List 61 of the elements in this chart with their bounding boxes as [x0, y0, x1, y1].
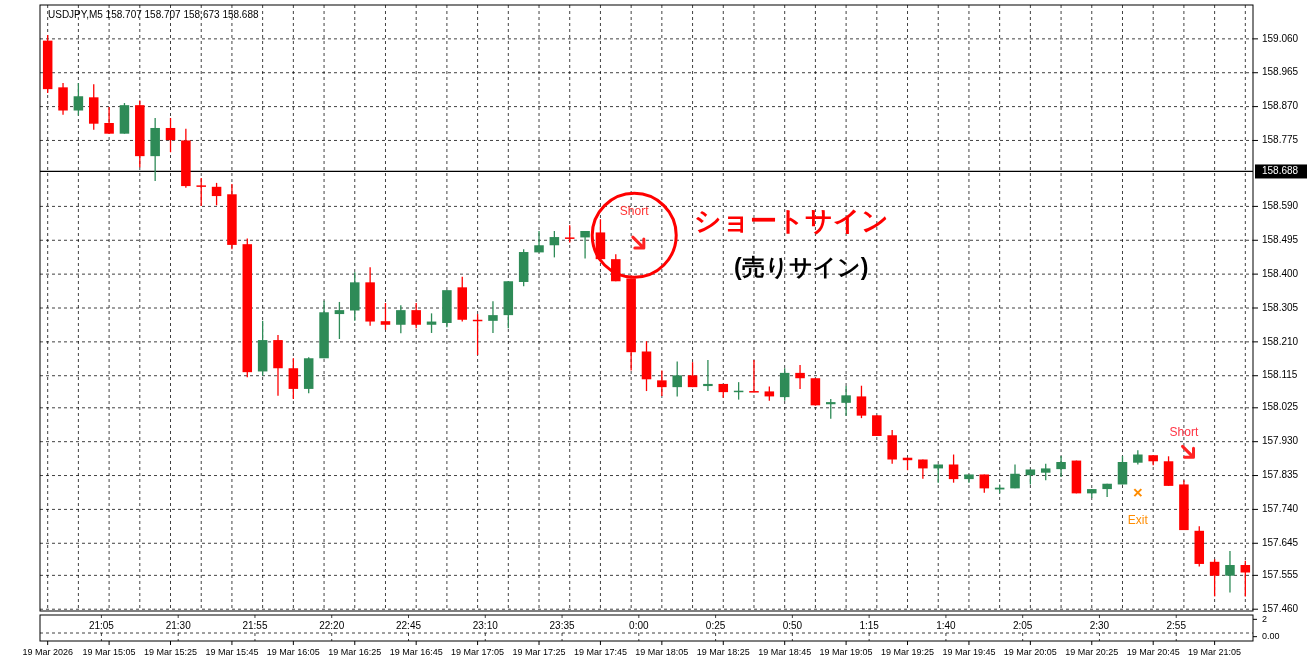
y-tick-label: 158.305 [1262, 301, 1299, 313]
x-tick-label: 2:30 [1089, 619, 1110, 631]
chart-title: USDJPY,M5 158.707 158.707 158.673 158.688 [48, 8, 259, 20]
y-tick-label: 0.00 [1262, 631, 1280, 642]
x-tick-label: 19 Mar 17:05 [451, 647, 505, 658]
y-tick-label: 158.775 [1262, 134, 1299, 146]
y-tick-label: 158.590 [1262, 200, 1299, 212]
x-tick-label: 19 Mar 18:25 [696, 647, 750, 658]
y-tick-label: 159.060 [1262, 32, 1299, 44]
annotation: Short [619, 203, 650, 218]
x-tick-label: 19 Mar 16:05 [266, 647, 320, 658]
annotation: (売りサイン) [734, 253, 869, 280]
y-tick-label: 158.870 [1262, 100, 1299, 112]
x-tick-label: 19 Mar 18:45 [758, 647, 812, 658]
y-tick-label: 158.210 [1262, 335, 1299, 347]
x-tick-label: 0:25 [705, 619, 726, 631]
x-tick-label: 19 Mar 15:05 [82, 647, 136, 658]
x-tick-label: 0:00 [629, 619, 649, 631]
x-tick-label: 19 Mar 18:05 [635, 647, 689, 658]
y-tick-label: 157.930 [1262, 435, 1299, 447]
y-tick-label: 157.740 [1262, 503, 1299, 515]
x-tick-label: 19 Mar 20:05 [1003, 647, 1057, 658]
y-tick-label: 157.460 [1262, 602, 1299, 614]
x-tick-label: 22:45 [395, 619, 422, 631]
y-tick-label: 157.835 [1262, 469, 1299, 481]
x-tick-label: 2:55 [1166, 619, 1187, 631]
annotation: Short [1169, 424, 1199, 439]
x-tick-label: 19 Mar 21:05 [1188, 647, 1242, 658]
x-tick-label: 19 Mar 19:25 [881, 647, 935, 658]
x-tick-label: 19 Mar 20:45 [1126, 647, 1180, 658]
x-tick-label: 1:15 [859, 619, 880, 631]
x-tick-label: 21:05 [88, 619, 115, 631]
x-tick-label: 19 Mar 17:25 [512, 647, 566, 658]
y-tick-label: 158.400 [1262, 267, 1299, 279]
x-tick-label: 23:10 [472, 619, 499, 631]
y-tick-label: 158.495 [1262, 233, 1299, 245]
x-tick-label: 19 Mar 2026 [22, 647, 73, 658]
x-tick-label: 1:40 [936, 619, 957, 631]
ref-line-label: 158.688 [1262, 165, 1299, 177]
x-tick-label: 19 Mar 17:45 [573, 647, 627, 658]
y-tick-label: 157.645 [1262, 536, 1299, 548]
y-tick-label: 2 [1262, 613, 1268, 624]
x-tick-label: 19 Mar 15:45 [205, 647, 259, 658]
x-tick-label: 21:55 [242, 619, 268, 631]
x-tick-label: 19 Mar 19:45 [942, 647, 996, 658]
y-tick-label: 158.115 [1262, 369, 1298, 381]
x-tick-label: 19 Mar 19:05 [819, 647, 873, 658]
annotation: Exit [1127, 512, 1149, 527]
x-tick-label: 23:35 [549, 619, 575, 631]
x-tick-label: 22:20 [319, 619, 345, 631]
y-tick-label: 157.555 [1262, 568, 1299, 580]
x-tick-label: 0:50 [782, 619, 803, 631]
x-tick-label: 19 Mar 16:45 [389, 647, 443, 658]
x-tick-label: 21:30 [165, 619, 192, 631]
y-tick-label: 158.965 [1262, 66, 1299, 78]
y-tick-label: 158.025 [1262, 401, 1299, 413]
annotation: ショートサイン [694, 205, 890, 236]
x-tick-label: 19 Mar 15:25 [143, 647, 198, 658]
x-tick-label: 2:05 [1012, 619, 1033, 631]
x-tick-label: 19 Mar 16:25 [328, 647, 382, 658]
x-tick-label: 19 Mar 20:25 [1065, 647, 1119, 658]
